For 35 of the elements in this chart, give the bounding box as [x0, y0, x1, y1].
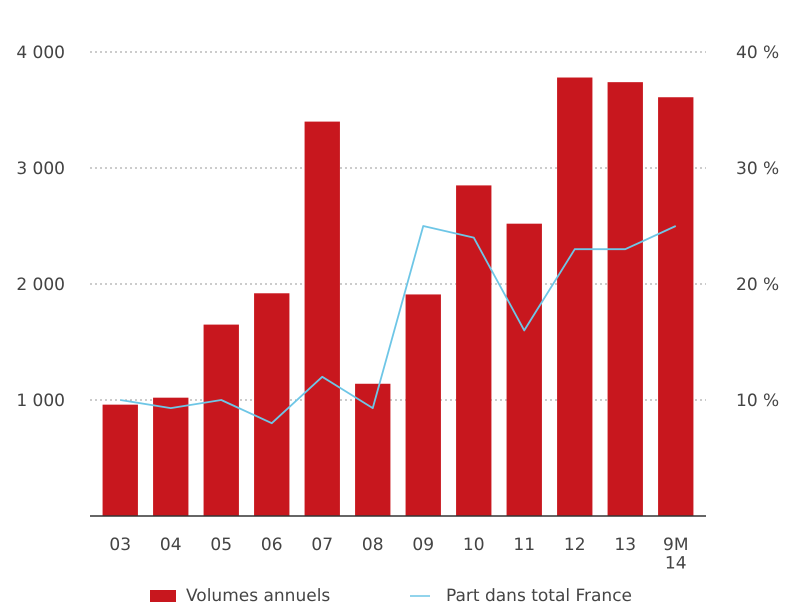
bar: [304, 122, 340, 516]
legend-label: Volumes annuels: [186, 586, 330, 606]
bar: [456, 185, 492, 516]
y2-tick-label: 10 %: [736, 390, 780, 411]
x-tick-label: 10: [462, 535, 485, 555]
y-tick-label: 4 000: [16, 42, 65, 63]
x-tick-label: 07: [311, 535, 334, 555]
bar: [153, 398, 188, 516]
y-tick-label: 3 000: [16, 158, 65, 179]
bar: [204, 324, 239, 516]
x-tick-label: 04: [160, 535, 182, 555]
x-tick-label: 12: [564, 535, 586, 555]
x-tick-label: 11: [513, 535, 536, 555]
bar: [506, 224, 542, 516]
bar: [658, 97, 694, 516]
x-tick-label: 05: [210, 535, 232, 555]
x-tick-label: 9M 14: [663, 535, 688, 574]
bar: [406, 294, 441, 516]
bar: [557, 78, 592, 516]
legend-label: Part dans total France: [446, 586, 632, 606]
x-tick-label: 13: [614, 535, 636, 555]
y2-tick-label: 40 %: [736, 42, 780, 63]
y2-tick-label: 20 %: [736, 274, 780, 295]
x-tick-label: 06: [260, 535, 283, 555]
x-tick-label: 09: [412, 535, 434, 555]
bar: [608, 82, 643, 516]
x-tick-label: 03: [109, 535, 132, 555]
y-tick-label: 2 000: [16, 274, 65, 295]
bar: [254, 293, 290, 516]
x-tick-label: 08: [362, 535, 384, 555]
y2-tick-label: 30 %: [736, 158, 780, 179]
line-series: [119, 225, 677, 424]
bar: [102, 404, 138, 516]
bar: [355, 384, 390, 516]
y-tick-label: 1 000: [16, 390, 65, 411]
